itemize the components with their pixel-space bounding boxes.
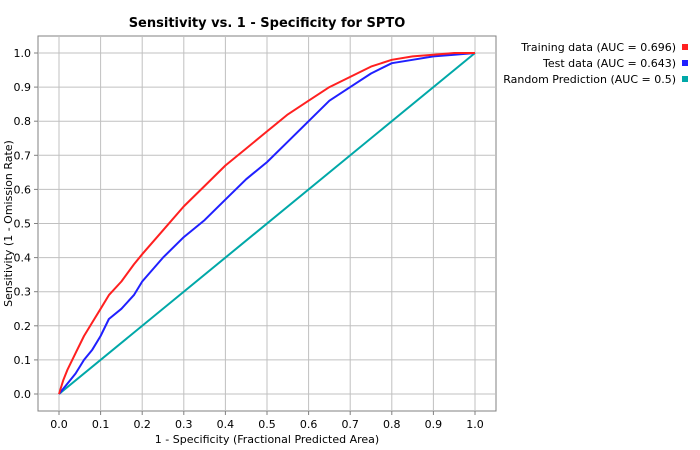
x-tick-label: 0.4 xyxy=(217,418,235,431)
y-tick-label: 1.0 xyxy=(14,47,32,60)
x-axis-title: 1 - Specificity (Fractional Predicted Ar… xyxy=(155,433,379,446)
y-tick-label: 0.0 xyxy=(14,388,32,401)
training-data-line xyxy=(58,52,475,395)
y-axis-title: Sensitivity (1 - Omission Rate) xyxy=(2,140,15,307)
x-tick-label: 0.7 xyxy=(341,418,359,431)
chart-title: Sensitivity vs. 1 - Specificity for SPTO xyxy=(129,16,406,31)
x-tick-label: 0.9 xyxy=(425,418,443,431)
x-tick-label: 0.5 xyxy=(258,418,276,431)
legend: Training data (AUC = 0.696) Test data (AU… xyxy=(503,41,688,86)
y-tick-label: 0.4 xyxy=(14,252,32,265)
x-tick-label: 1.0 xyxy=(466,418,484,431)
x-tick-label: 0.6 xyxy=(300,418,318,431)
y-tick-label: 0.8 xyxy=(14,115,32,128)
y-tick-label: 0.5 xyxy=(14,218,32,231)
x-tick-label: 0.8 xyxy=(383,418,401,431)
legend-item-test-swatch xyxy=(682,60,688,66)
axes: 0.0 0.1 0.2 0.3 0.4 0.5 0.6 0.7 0.8 0.9 1.0 0.0 0.1 0… xyxy=(14,47,484,431)
y-tick-label: 0.6 xyxy=(14,183,32,196)
x-tick-label: 0.2 xyxy=(133,418,151,431)
legend-item-training-swatch xyxy=(682,44,688,50)
y-tick-label: 0.1 xyxy=(14,354,32,367)
legend-item-random-label: Random Prediction (AUC = 0.5) xyxy=(503,73,676,86)
x-tick-label: 0.3 xyxy=(175,418,193,431)
series-layer xyxy=(58,52,476,395)
y-tick-label: 0.3 xyxy=(14,286,32,299)
legend-item-test-label: Test data (AUC = 0.643) xyxy=(542,57,676,70)
y-tick-label: 0.9 xyxy=(14,81,32,94)
y-tick-label: 0.7 xyxy=(14,149,32,162)
legend-item-random-swatch xyxy=(682,76,688,82)
legend-item-training-label: Training data (AUC = 0.696) xyxy=(520,41,676,54)
grid xyxy=(38,36,496,411)
x-tick-label: 0.1 xyxy=(92,418,110,431)
test-data-line xyxy=(58,52,476,395)
random-prediction-line xyxy=(58,52,476,395)
x-tick-label: 0.0 xyxy=(50,418,68,431)
y-tick-label: 0.2 xyxy=(14,320,32,333)
